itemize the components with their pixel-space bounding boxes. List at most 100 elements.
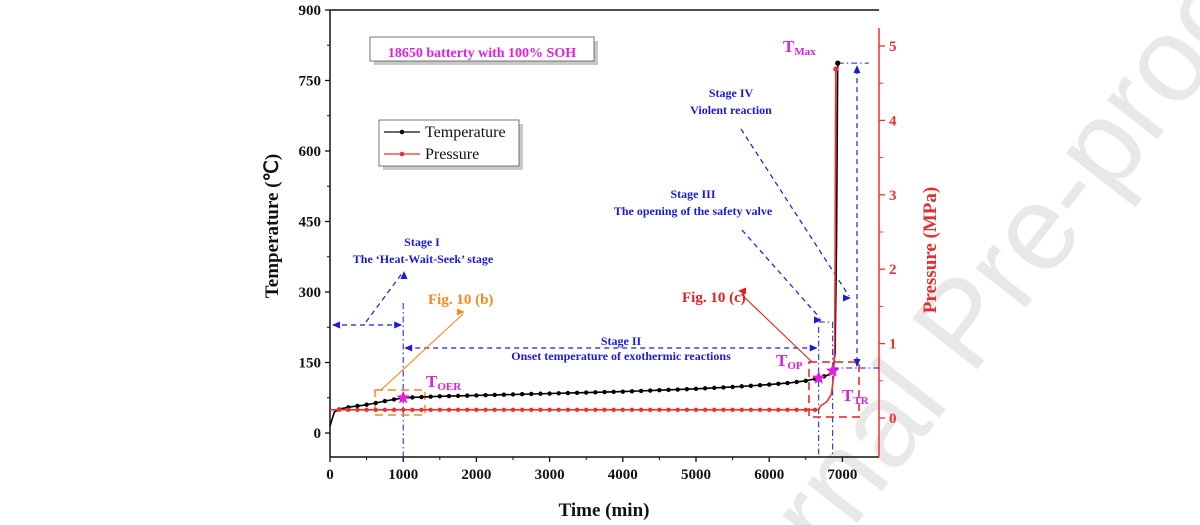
y-tick-label: 450 xyxy=(299,215,322,231)
t-tr-label: TTR xyxy=(842,386,870,407)
series-marker-pressure xyxy=(437,407,442,413)
series-marker-temperature xyxy=(693,386,699,392)
y2-tick-label: 2 xyxy=(889,262,897,278)
series-marker-temperature xyxy=(757,382,763,388)
series-marker-pressure xyxy=(510,407,516,413)
y2-tick-label: 3 xyxy=(889,188,897,204)
fig-10c-label: Fig. 10 (c) xyxy=(682,290,746,306)
stage3-pointer xyxy=(741,229,821,319)
series-marker-temperature xyxy=(519,392,525,397)
arrow-head xyxy=(457,308,465,316)
series-marker-temperature xyxy=(684,386,690,392)
series-marker-pressure xyxy=(455,407,461,413)
series-marker-temperature xyxy=(474,393,479,398)
stage1-desc: The ‘Heat-Wait-Seek’ stage xyxy=(353,252,494,266)
series-marker-temperature xyxy=(364,402,369,407)
series-marker-pressure xyxy=(593,407,598,413)
axes xyxy=(329,9,880,458)
series-marker-temperature xyxy=(483,392,488,398)
annotation-marks xyxy=(396,364,840,404)
chart-title: 18650 batterty with 100% SOH xyxy=(388,46,576,61)
series-marker-temperature xyxy=(584,390,589,395)
stage1-pointer xyxy=(365,271,404,323)
y-tick-label: 300 xyxy=(299,285,322,301)
y-tick-label: 750 xyxy=(299,74,322,90)
series-marker-temperature xyxy=(803,378,808,384)
series-marker-temperature xyxy=(675,387,680,392)
x-tick-label: 1000 xyxy=(388,467,418,483)
x-tick-label: 6000 xyxy=(754,467,784,483)
series-marker-pressure xyxy=(702,407,708,413)
series-marker-temperature xyxy=(529,391,534,397)
x-tick-label: 0 xyxy=(326,467,334,483)
stage2-desc: Onset temperature of exothermic reaction… xyxy=(511,349,731,363)
series-marker-pressure xyxy=(675,407,680,413)
series-marker-pressure xyxy=(565,407,571,413)
arrow-head xyxy=(394,321,403,329)
arrow-head xyxy=(738,287,746,295)
series-marker-temperature xyxy=(767,382,772,387)
series-marker-pressure xyxy=(666,407,671,413)
series-marker-pressure xyxy=(648,407,653,413)
series-marker-pressure xyxy=(574,407,580,413)
series-marker-pressure xyxy=(373,407,378,413)
stage1-title: Stage I xyxy=(404,235,440,249)
series-marker-temperature xyxy=(712,385,717,391)
arrow-head xyxy=(853,358,861,367)
series-marker-pressure xyxy=(391,407,397,413)
t-op-star xyxy=(812,371,826,384)
series-marker-pressure xyxy=(684,407,690,413)
series-marker-pressure xyxy=(364,407,369,413)
series-marker-pressure xyxy=(419,407,424,413)
series-marker-temperature xyxy=(648,388,653,393)
series-marker-temperature xyxy=(739,384,744,389)
series-marker-temperature xyxy=(785,380,790,386)
x-tick-label: 2000 xyxy=(461,467,491,483)
fig-10c-arrow xyxy=(740,293,813,363)
series-marker-temperature xyxy=(565,390,571,396)
series-marker-temperature xyxy=(419,394,424,400)
series-marker-pressure xyxy=(611,407,616,413)
series-marker-pressure xyxy=(757,407,763,413)
legend-item-temperature: Temperature xyxy=(384,124,506,141)
series-marker-pressure xyxy=(657,407,662,413)
series-marker-temperature xyxy=(666,387,671,393)
series-marker-temperature xyxy=(721,385,726,390)
y2-axis-title: Pressure (MPa) xyxy=(920,187,941,313)
series-marker-temperature xyxy=(547,391,552,396)
series-marker-temperature xyxy=(373,400,378,406)
fig-10c-box xyxy=(808,361,860,418)
legend-label-temperature: Temperature xyxy=(425,124,506,141)
series-marker-pressure xyxy=(730,407,735,413)
arrow-head xyxy=(814,316,822,324)
series-marker-pressure xyxy=(501,407,507,413)
series-end-marker-temperature xyxy=(835,60,841,66)
series-marker-temperature xyxy=(602,389,607,395)
series-marker-temperature xyxy=(657,388,662,393)
arrow-head xyxy=(404,344,413,352)
series-marker-pressure xyxy=(465,407,470,413)
t-max-label: TMax xyxy=(783,37,816,58)
t-oer-label: TOER xyxy=(426,372,462,393)
fig-10b-label: Fig. 10 (b) xyxy=(428,292,493,308)
series-marker-pressure xyxy=(428,407,433,413)
series-marker-temperature xyxy=(410,395,415,400)
series-marker-temperature xyxy=(538,391,543,396)
legend-item-pressure: Pressure xyxy=(384,146,479,163)
stage3-title: Stage III xyxy=(670,187,715,201)
series-marker-temperature xyxy=(455,393,461,399)
y2-tick-label: 0 xyxy=(889,411,897,427)
x-tick-label: 7000 xyxy=(827,467,857,483)
x-axis-title: Time (min) xyxy=(559,500,650,521)
series-marker-pressure xyxy=(620,407,625,413)
series-marker-pressure xyxy=(602,407,607,413)
series-marker-temperature xyxy=(748,383,754,388)
arrow-head xyxy=(853,65,861,74)
y-tick-label: 900 xyxy=(299,3,322,19)
series-marker-pressure xyxy=(474,407,479,413)
series-end-marker-pressure xyxy=(833,66,839,72)
series-marker-pressure xyxy=(629,407,635,413)
series-marker-pressure xyxy=(767,407,772,413)
series-marker-temperature xyxy=(620,389,625,394)
